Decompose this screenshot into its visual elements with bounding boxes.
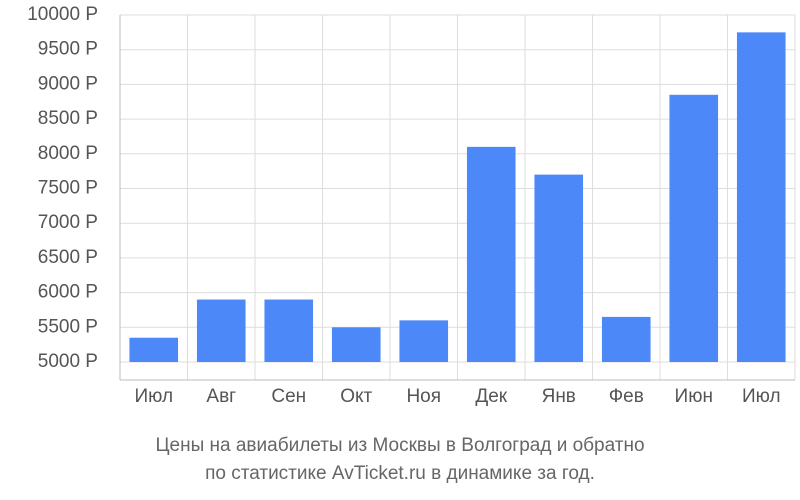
x-tick-label: Авг <box>206 386 236 407</box>
y-tick-label: 8500 Р <box>38 108 98 129</box>
bar <box>399 320 449 362</box>
x-tick-label: Сен <box>271 386 306 407</box>
y-tick-label: 5500 Р <box>38 316 98 337</box>
y-tick-label: 5000 Р <box>38 351 98 372</box>
caption: Цены на авиабилеты из Москвы в Волгоград… <box>155 435 644 456</box>
y-tick-label: 9000 Р <box>38 73 98 94</box>
y-tick-label: 7500 Р <box>38 178 98 199</box>
bar <box>129 337 179 362</box>
x-tick-label: Июл <box>134 386 173 407</box>
bar <box>331 327 381 362</box>
bar <box>669 94 719 362</box>
y-tick-label: 8000 Р <box>38 143 98 164</box>
y-tick-label: 6500 Р <box>38 247 98 268</box>
x-tick-label: Дек <box>475 386 507 407</box>
x-tick-label: Янв <box>542 386 576 407</box>
bar <box>264 299 314 362</box>
y-tick-label: 9500 Р <box>38 39 98 60</box>
y-tick-label: 6000 Р <box>38 282 98 303</box>
bar <box>534 174 584 362</box>
bar <box>601 316 651 362</box>
x-tick-label: Июн <box>675 386 713 407</box>
bar <box>736 32 786 362</box>
x-tick-label: Ноя <box>406 386 441 407</box>
x-tick-label: Фев <box>609 386 644 407</box>
y-tick-label: 10000 Р <box>27 4 98 25</box>
x-tick-label: Июл <box>742 386 781 407</box>
bar <box>466 146 516 362</box>
caption: по статистике AvTicket.ru в динамике за … <box>205 463 595 484</box>
x-tick-label: Окт <box>340 386 372 407</box>
bar <box>196 299 246 362</box>
y-tick-label: 7000 Р <box>38 212 98 233</box>
